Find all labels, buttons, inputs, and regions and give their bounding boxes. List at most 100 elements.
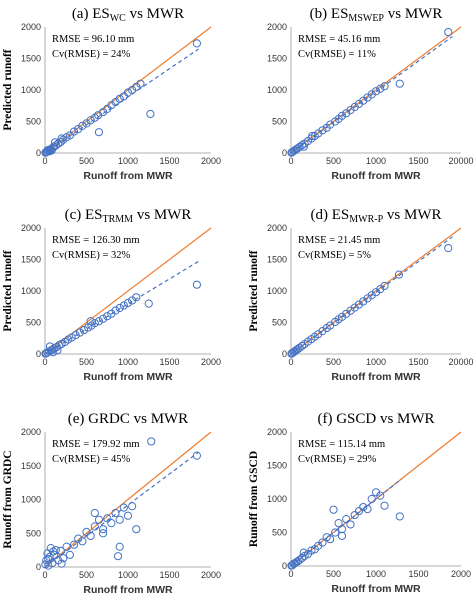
x-tick-label: 0 [42, 357, 47, 367]
regression-line [44, 260, 199, 355]
data-point [376, 491, 385, 500]
regression-line [290, 236, 453, 355]
x-axis-label: Runoff from MWR [331, 170, 421, 182]
data-point [57, 134, 66, 143]
data-point [192, 39, 201, 48]
data-point [380, 82, 389, 91]
y-tick-label: 1500 [267, 255, 287, 265]
data-point [53, 346, 62, 355]
y-axis-label: Predicted runoff [2, 49, 14, 130]
data-point [363, 504, 372, 514]
x-tick-label: 1500 [408, 156, 428, 166]
data-point [99, 529, 108, 538]
data-point [295, 555, 304, 565]
data-point [78, 537, 87, 546]
x-tick-label: 1000 [366, 357, 386, 367]
y-tick-label: 1000 [21, 286, 41, 296]
data-point [329, 505, 338, 514]
regression-line [44, 451, 199, 568]
x-tick-label: 0 [42, 156, 47, 166]
data-point [395, 79, 404, 88]
data-point [123, 511, 133, 520]
data-point [132, 525, 141, 534]
data-point [326, 535, 335, 544]
stat-annotation: RMSE = 45.16 mm [298, 34, 380, 45]
y-tick-label: 500 [272, 117, 287, 127]
data-point [94, 515, 104, 524]
x-tick-label: 1000 [366, 569, 386, 579]
data-point [147, 437, 156, 446]
y-tick-label: 2000 [267, 223, 287, 233]
data-point [71, 331, 80, 340]
data-point [86, 317, 95, 326]
data-point [49, 547, 58, 556]
data-point [192, 280, 201, 289]
stat-annotation: Cv(RMSE) = 29% [298, 454, 377, 465]
data-point [371, 87, 381, 96]
x-tick-label: 2000 [201, 570, 221, 580]
data-point [69, 540, 79, 549]
x-tick-label: 1000 [118, 156, 138, 166]
y-tick-label: 1500 [21, 255, 41, 265]
panel-title: (c) ESTRMM vs MWR [65, 207, 192, 225]
data-point [90, 508, 99, 518]
x-tick-label: 0 [288, 357, 293, 367]
data-point [113, 552, 123, 561]
y-tick-label: 1500 [21, 461, 41, 471]
data-point [56, 137, 65, 147]
y-tick-label: 0 [282, 349, 287, 359]
data-point [331, 528, 340, 537]
x-tick-label: 1500 [408, 357, 428, 367]
panel-4: 0 500 1000 1500 20000 0 500 1000 1500 2000 (d) ESM… [248, 207, 474, 383]
y-tick-label: 500 [26, 528, 41, 538]
regression-line [44, 48, 199, 154]
x-tick-label: 1000 [366, 156, 386, 166]
stat-annotation: Cv(RMSE) = 24% [52, 49, 131, 60]
data-point [192, 451, 201, 460]
x-tick-label: 500 [326, 357, 341, 367]
x-tick-label: 2000 [201, 156, 221, 166]
y-axis-label: Predicted runoff [248, 250, 260, 331]
stat-annotation: Cv(RMSE) = 5% [298, 250, 371, 261]
data-point [90, 522, 99, 531]
data-point [57, 559, 66, 568]
data-point [86, 531, 95, 541]
data-point [69, 127, 79, 136]
stat-annotation: Cv(RMSE) = 45% [52, 454, 131, 465]
data-point [123, 88, 133, 97]
panel-5: 0 500 1000 1500 2000 0 500 1000 1500 2000 (e) GRDC… [2, 411, 221, 594]
one-to-one-line [44, 431, 212, 568]
y-tick-label: 2000 [21, 22, 41, 32]
y-tick-label: 500 [272, 318, 287, 328]
data-point [90, 319, 99, 328]
data-point [337, 531, 347, 540]
data-point [99, 525, 108, 534]
data-point [144, 299, 153, 308]
y-tick-label: 1000 [21, 85, 41, 95]
data-point [78, 121, 87, 131]
data-point [50, 138, 60, 147]
one-to-one-line [44, 227, 212, 355]
y-tick-label: 2000 [21, 223, 41, 233]
panel-title: (b) ESMSWEP vs MWR [310, 6, 443, 24]
y-tick-label: 1500 [21, 54, 41, 64]
x-tick-label: 500 [326, 156, 341, 166]
data-point [119, 503, 128, 512]
x-tick-label: 0 [288, 156, 293, 166]
y-tick-label: 2000 [267, 427, 287, 437]
x-tick-label: 1500 [159, 357, 179, 367]
data-point [94, 128, 104, 137]
data-point [380, 501, 389, 510]
data-point [115, 542, 124, 551]
data-point [74, 534, 83, 543]
y-tick-label: 500 [26, 318, 41, 328]
x-tick-label: 20000 [448, 357, 473, 367]
data-point [111, 306, 120, 315]
stat-annotation: RMSE = 126.30 mm [52, 235, 140, 246]
data-point [444, 244, 453, 253]
data-point [111, 508, 120, 518]
data-point [115, 94, 124, 103]
data-point [49, 348, 58, 357]
x-tick-label: 0 [42, 570, 47, 580]
data-point [79, 325, 89, 335]
